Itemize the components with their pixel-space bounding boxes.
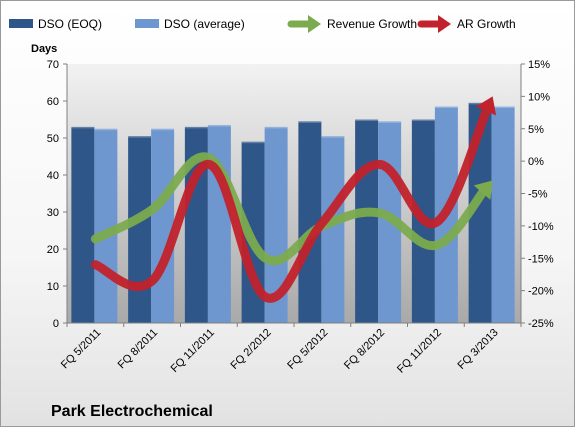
legend-item-dso-average-: DSO (average) [135, 17, 245, 31]
y-right-tick-label-0: -25% [528, 318, 554, 330]
legend-item-ar-growth: AR Growth [421, 15, 516, 33]
legend-arrow-revenue-growth [308, 15, 321, 33]
bar-highlight-1-4 [321, 136, 344, 138]
x-category-label-6: FQ 11/2012 [395, 327, 444, 376]
bar-highlight-0-1 [128, 136, 151, 138]
x-category-label-5: FQ 8/2012 [342, 327, 387, 372]
y-left-tick-label-2: 20 [47, 244, 59, 256]
legend: DSO (EOQ) DSO (average) Revenue Growth AR G… [9, 15, 516, 33]
bar-highlight-0-6 [412, 120, 435, 122]
bar-dso-eoq--5 [355, 120, 378, 324]
legend-label-revenue-growth: Revenue Growth [327, 17, 417, 31]
bar-highlight-0-4 [298, 121, 321, 123]
y-right-tick-label-4: -5% [528, 189, 548, 201]
y-left-tick-label-5: 50 [47, 133, 59, 145]
bar-highlight-1-3 [265, 127, 288, 128]
bar-dso-average--7 [492, 107, 515, 323]
y-right-tick-label-5: 0% [528, 156, 544, 168]
y-left-tick-label-7: 70 [47, 59, 59, 71]
x-category-label-4: FQ 5/2012 [285, 327, 330, 372]
x-category-label-0: FQ 5/2011 [59, 327, 104, 372]
bar-highlight-0-3 [242, 142, 265, 144]
y-left-tick-label-0: 0 [53, 318, 59, 330]
y-right-tick-label-7: 10% [528, 91, 550, 103]
x-category-label-3: FQ 2/2012 [229, 327, 274, 372]
bar-highlight-1-7 [492, 107, 515, 109]
bar-highlight-1-5 [378, 121, 401, 123]
bar-highlight-0-2 [185, 127, 208, 128]
bar-highlight-1-1 [151, 129, 174, 131]
y-right-tick-label-6: 5% [528, 124, 544, 136]
legend-label-ar-growth: AR Growth [457, 17, 516, 31]
y-left-tick-label-3: 30 [47, 207, 59, 219]
legend-swatch-dso-eoq- [9, 19, 33, 28]
x-category-label-2: FQ 11/2011 [169, 327, 217, 375]
bar-highlight-1-6 [435, 107, 458, 109]
company-label: Park Electrochemical [51, 403, 213, 420]
bar-dso-eoq--0 [71, 127, 94, 323]
bar-highlight-1-2 [208, 125, 231, 127]
bar-highlight-0-0 [71, 127, 94, 128]
legend-item-dso-eoq-: DSO (EOQ) [9, 17, 102, 31]
x-category-label-7: FQ 3/2013 [456, 327, 501, 372]
y-right-tick-label-2: -15% [528, 253, 554, 265]
bar-dso-average--1 [151, 129, 174, 323]
y-right-tick-label-3: -10% [528, 221, 554, 233]
y-left-tick-label-4: 40 [47, 170, 59, 182]
legend-arrow-ar-growth [438, 15, 451, 33]
legend-item-revenue-growth: Revenue Growth [291, 15, 417, 33]
y-right-tick-label-1: -20% [528, 286, 554, 298]
y-axis-title: Days [31, 43, 57, 55]
x-category-label-1: FQ 8/2011 [116, 327, 161, 372]
y-right-tick-label-8: 15% [528, 59, 550, 71]
legend-label-dso-eoq-: DSO (EOQ) [38, 17, 102, 31]
bar-highlight-0-5 [355, 120, 378, 122]
legend-label-dso-average-: DSO (average) [164, 17, 245, 31]
bar-highlight-1-0 [94, 129, 117, 131]
bar-dso-eoq--1 [128, 136, 151, 323]
y-left-tick-label-6: 60 [47, 96, 59, 108]
legend-swatch-dso-average- [135, 19, 159, 28]
y-left-tick-label-1: 10 [47, 281, 59, 293]
